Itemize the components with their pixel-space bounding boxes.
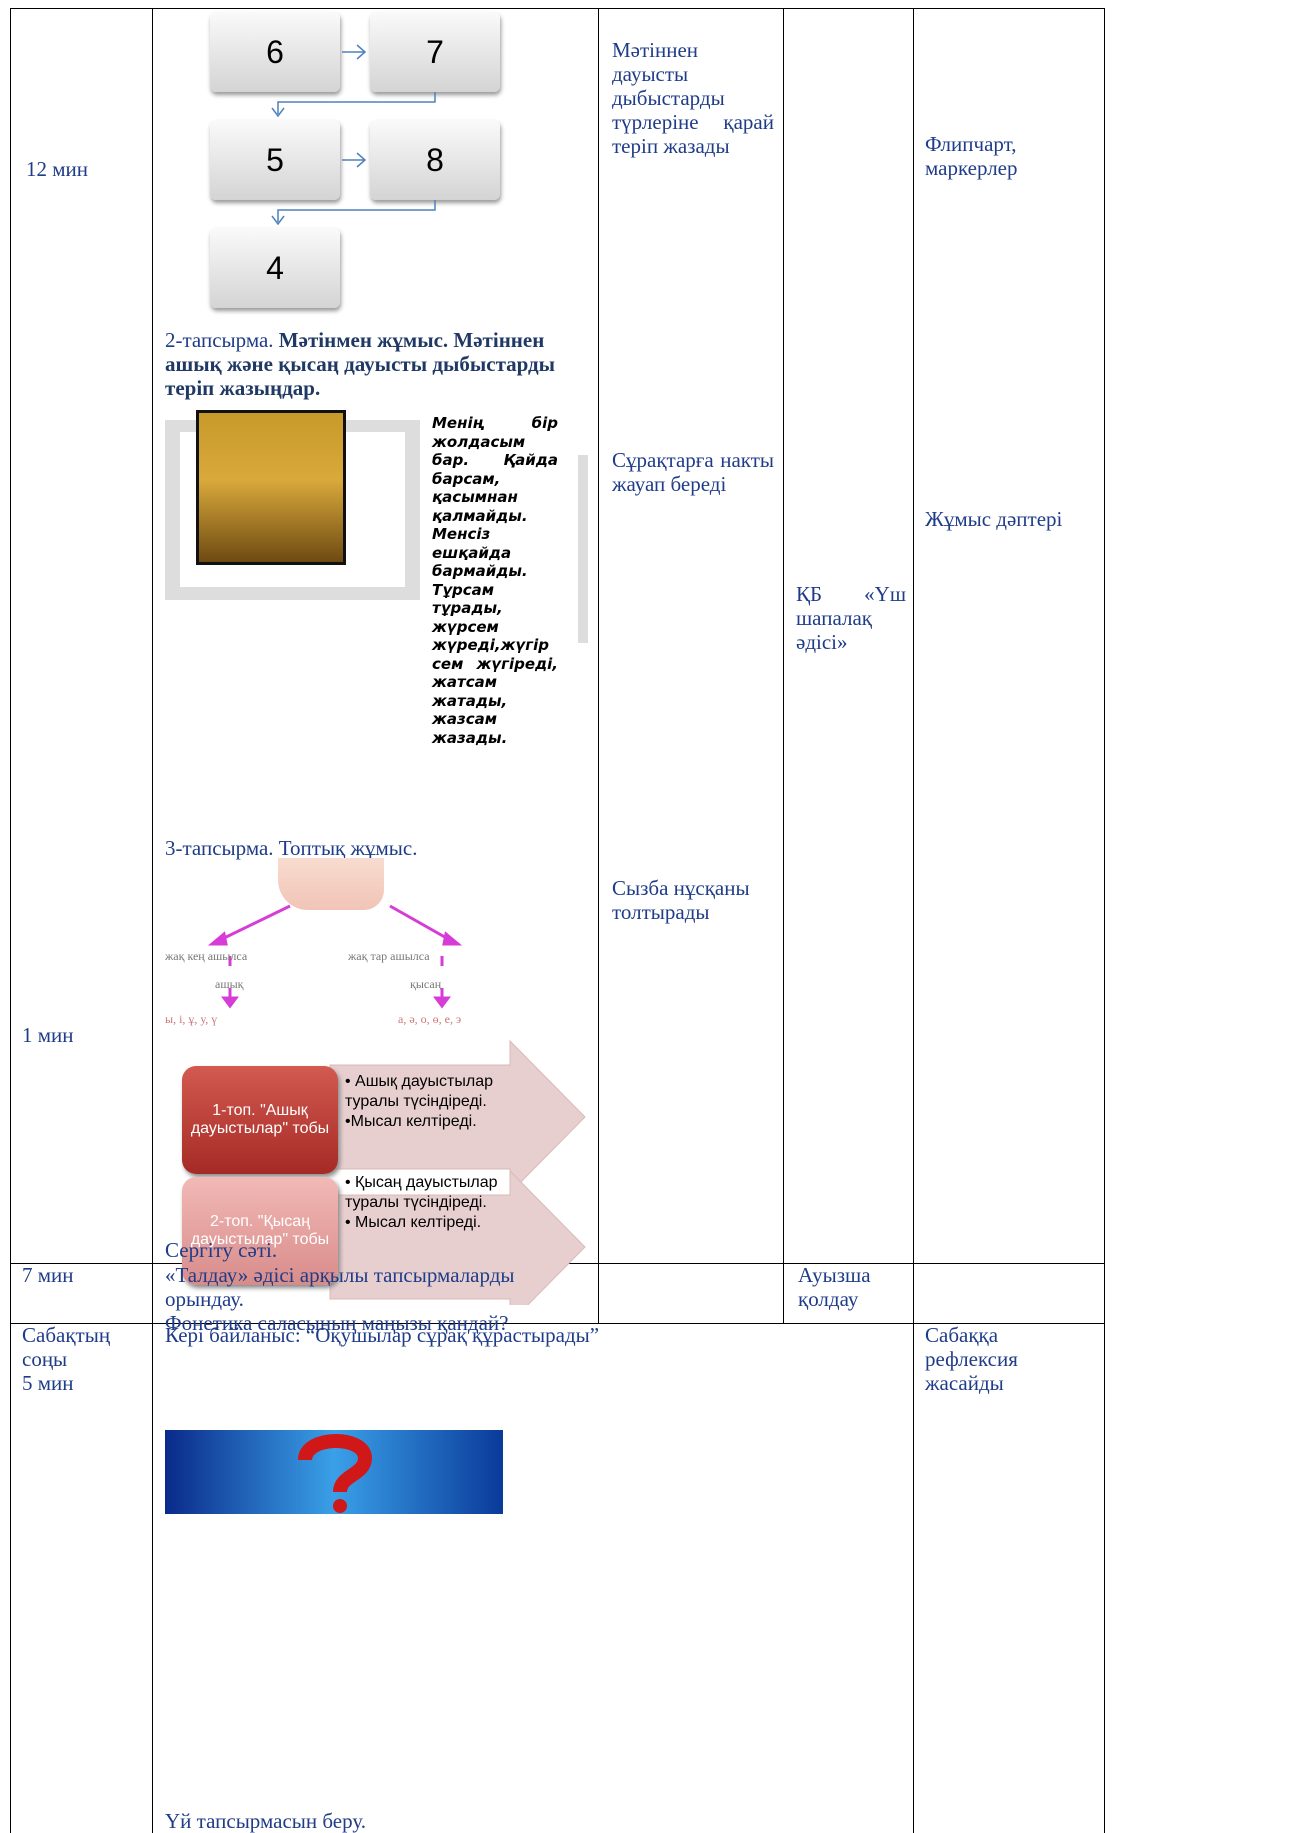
border (1104, 8, 1105, 1833)
content-line: Фонетика саласының маңызы қандай? (165, 1311, 509, 1335)
group-box: 2-топ. "Қысаң дауыстылар" тобы (182, 1177, 338, 1285)
border (10, 1323, 1105, 1324)
graphic (271, 200, 436, 226)
time: 12 мин (26, 157, 89, 181)
border (598, 8, 599, 1323)
bullet-text: Қысаң дауыстылар туралы түсіндіреді. (345, 1174, 498, 1211)
diagram-arrows (207, 904, 463, 966)
time: 7 мин (22, 1263, 74, 1287)
bullet-text: Мысал келтіреді. (350, 1113, 477, 1130)
graphic (221, 988, 451, 1009)
border (783, 8, 784, 1323)
graphic (221, 996, 239, 1009)
graphic (329, 1039, 586, 1195)
bullet: • Мысал келтіреді. (345, 1214, 482, 1231)
graphic (342, 152, 367, 168)
content: «Талдау» әдісі арқылы тапсырмаларды орын… (165, 1263, 590, 1335)
graphic (207, 931, 228, 946)
border (152, 8, 153, 1833)
task-label: 2-тапсырма. (165, 328, 274, 352)
graphic (298, 1434, 373, 1494)
image (196, 410, 346, 565)
outcome: Сұрақтарға накты жауап береді (612, 448, 774, 496)
time: 1 мин (22, 1023, 74, 1047)
group-arrows (329, 1039, 586, 1305)
graphic (271, 92, 436, 118)
graphic (329, 1169, 586, 1305)
bullet: • Ашық дауыстылар туралы түсіндіреді. (345, 1073, 494, 1110)
flow-box: 6 (210, 12, 340, 92)
diagram-label: жақ тар ашылса (348, 949, 430, 963)
diagram-letters: ы, і, ұ, у, ү (165, 1012, 218, 1026)
flow-box: 4 (210, 228, 340, 308)
break-note: Сергіту сәті. (165, 1238, 278, 1262)
content-line: Кері байланыс: “Оқушылар сұрақ құрастыра… (165, 1323, 600, 1347)
resource: Жұмыс дәптері (925, 507, 1063, 531)
diagram-letters: а, ә, о, ө, е, э (398, 1012, 462, 1026)
content-line: Үй тапсырмасын беру. (165, 1809, 366, 1833)
decoration (578, 455, 588, 643)
graphic (442, 931, 463, 946)
group-bullets: • Қысаң дауыстылар туралы түсіндіреді. •… (345, 1173, 545, 1233)
diagram-label: қысаң (410, 977, 442, 991)
content-line: «Талдау» әдісі арқылы тапсырмаларды орын… (165, 1263, 515, 1311)
task-text: Мәтінмен жұмыс. Мәтіннен ашық және қысаң… (165, 328, 556, 400)
graphic (389, 904, 451, 942)
bullet-text: Ашық дауыстылар туралы түсіндіреді. (345, 1073, 494, 1110)
graphic (271, 44, 436, 226)
graphic (333, 1499, 347, 1513)
time-line: 5 мин (22, 1371, 74, 1395)
diagram-label: ашық (215, 977, 244, 991)
graphic (433, 996, 451, 1009)
graphic (219, 904, 291, 942)
flow-box: 8 (370, 120, 500, 200)
assessment: ҚБ «Үш шапалақ әдісі» (796, 582, 906, 654)
border (913, 8, 914, 1833)
bullet: • Қысаң дауыстылар туралы түсіндіреді. (345, 1174, 498, 1211)
resource: Флипчарт, маркерлер (925, 132, 1018, 180)
diagram-label: жақ кең ашылса (165, 949, 248, 963)
flow-box: 7 (370, 12, 500, 92)
graphic (342, 44, 367, 60)
border (10, 8, 11, 1833)
image (165, 1430, 503, 1514)
group-bullets: • Ашық дауыстылар туралы түсіндіреді. •М… (345, 1072, 545, 1132)
graphic (207, 904, 463, 966)
flow-arrows (271, 44, 436, 226)
outcome: Мәтіннен дауысты дыбыстарды түрлеріне қа… (612, 38, 774, 158)
resource: Сабаққа рефлексия жасайды (925, 1323, 1018, 1395)
riddle: Менің бір жолдасым бар. Қайда барсам, қа… (432, 414, 558, 747)
flow-box: 5 (210, 120, 340, 200)
bullet-text: Мысал келтіреді. (355, 1214, 482, 1231)
assessment: Ауызша қолдау (798, 1263, 871, 1311)
task3: 3-тапсырма. Топтық жұмыс. (165, 836, 418, 860)
time-line: Сабақтың соңы (22, 1323, 111, 1371)
bullet: •Мысал келтіреді. (345, 1113, 477, 1130)
image (278, 858, 384, 910)
diagram-arrows (221, 988, 451, 1009)
border (10, 8, 1105, 9)
task2: 2-тапсырма. Мәтінмен жұмыс. Мәтіннен ашы… (165, 328, 590, 400)
group-box: 1-топ. "Ашық дауыстылар" тобы (182, 1066, 338, 1174)
time: Сабақтың соңы 5 мин (22, 1323, 132, 1395)
outcome: Сызба нұсқаны толтырады (612, 876, 750, 924)
